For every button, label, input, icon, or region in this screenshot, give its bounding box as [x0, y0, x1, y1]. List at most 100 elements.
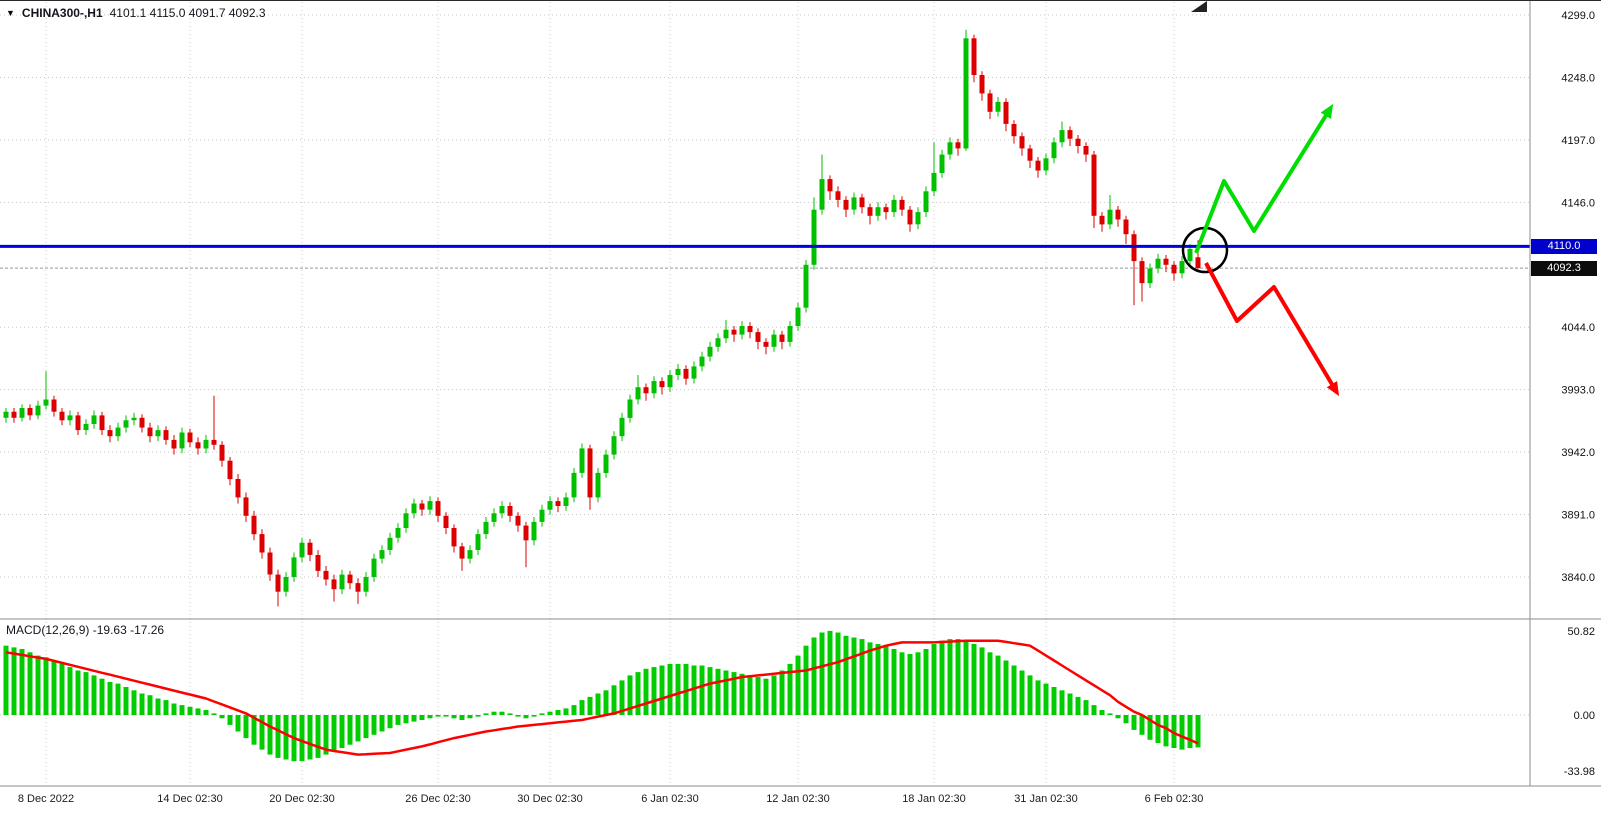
time-axis-label: 6 Feb 02:30: [1145, 793, 1204, 805]
candle-down: [1139, 261, 1145, 284]
candle-up: [1059, 130, 1065, 143]
macd-histogram-bar: [795, 655, 801, 715]
candle-down: [355, 583, 361, 592]
candle-down: [1075, 138, 1081, 146]
candle-up: [1051, 142, 1057, 159]
macd-histogram-bar: [331, 715, 337, 752]
macd-histogram-bar: [675, 663, 681, 715]
candle-up: [1043, 158, 1049, 171]
macd-histogram-bar: [571, 705, 577, 715]
macd-title: MACD(12,26,9): [6, 623, 90, 637]
candle-up: [3, 411, 9, 418]
macd-histogram-bar: [859, 639, 865, 715]
candle-up: [91, 415, 97, 424]
chart-dropdown-icon[interactable]: ▼: [6, 8, 15, 18]
candle-up: [771, 334, 777, 347]
candle-down: [755, 332, 761, 342]
macd-histogram-bar: [43, 657, 49, 716]
candle-down: [731, 329, 737, 335]
macd-histogram-bar: [979, 647, 985, 715]
candle-down: [1091, 154, 1097, 216]
candle-up: [667, 375, 673, 388]
macd-histogram-bar: [1187, 715, 1193, 748]
macd-histogram-bar: [595, 693, 601, 715]
candle-down: [1123, 219, 1129, 235]
candle-down: [219, 444, 225, 461]
macd-histogram-bar: [963, 640, 969, 716]
candle-down: [555, 501, 561, 506]
candle-up: [611, 436, 617, 455]
macd-histogram-bar: [3, 645, 9, 715]
macd-histogram-bar: [539, 713, 545, 715]
candle-up: [723, 329, 729, 339]
macd-histogram-bar: [627, 675, 633, 715]
macd-histogram-bar: [323, 715, 329, 755]
macd-histogram-bar: [851, 637, 857, 715]
macd-histogram-bar: [547, 711, 553, 715]
candle-up: [491, 513, 497, 522]
time-axis-label: 14 Dec 02:30: [157, 793, 222, 805]
candle-down: [51, 399, 57, 412]
candle-up: [123, 420, 129, 428]
macd-histogram-bar: [755, 677, 761, 715]
macd-histogram-bar: [579, 700, 585, 715]
candle-up: [931, 172, 937, 192]
macd-histogram-bar: [11, 647, 17, 715]
candle-up: [371, 558, 377, 577]
macd-histogram-bar: [299, 715, 305, 762]
bearish-arrow-annotation[interactable]: [1204, 262, 1340, 397]
macd-histogram-bar: [499, 711, 505, 715]
candle-up: [1179, 261, 1185, 274]
macd-histogram-bar: [835, 632, 841, 715]
candle-down: [507, 506, 513, 516]
macd-histogram-bar: [59, 663, 65, 715]
macd-histogram-bar: [379, 715, 385, 732]
price-line-badge[interactable]: 4110.0: [1531, 239, 1597, 254]
candle-down: [1067, 130, 1073, 139]
macd-histogram-bar: [987, 652, 993, 715]
candle-down: [515, 515, 521, 526]
macd-histogram-bar: [659, 665, 665, 715]
macd-histogram-bar: [843, 635, 849, 715]
candle-up: [427, 501, 433, 510]
candle-up: [691, 366, 697, 379]
candle-down: [323, 570, 329, 580]
candle-up: [547, 501, 553, 510]
candle-down: [347, 574, 353, 584]
macd-histogram-bar: [1003, 660, 1009, 715]
price-axis-label: 3993.0: [1561, 385, 1595, 397]
candle-down: [195, 442, 201, 449]
macd-histogram-bar: [1035, 680, 1041, 715]
macd-histogram-bar: [459, 715, 465, 720]
macd-histogram-bar: [1091, 705, 1097, 715]
candle-down: [659, 381, 665, 388]
symbol-period-label: CHINA300-,H1: [21, 6, 103, 20]
macd-histogram-bar: [707, 667, 713, 715]
macd-signal-line: [5, 639, 1199, 756]
chart-shift-marker[interactable]: [1191, 1, 1207, 12]
candle-down: [1163, 258, 1169, 265]
macd-histogram-bar: [1195, 715, 1201, 748]
macd-histogram-bar: [803, 645, 809, 715]
candle-up: [539, 509, 545, 522]
candle-down: [523, 525, 529, 541]
macd-histogram-bar: [955, 639, 961, 715]
candle-up: [699, 356, 705, 367]
macd-histogram-bar: [603, 690, 609, 716]
macd-histogram-bar: [875, 644, 881, 715]
macd-histogram-bar: [443, 715, 449, 717]
candle-down: [1019, 136, 1025, 149]
macd-histogram-bar: [91, 675, 97, 715]
candle-down: [1099, 215, 1105, 225]
macd-histogram-bar: [1099, 710, 1105, 715]
candle-up: [339, 574, 345, 590]
bullish-arrow-annotation[interactable]: [1194, 103, 1334, 254]
candle-up: [787, 326, 793, 342]
macd-histogram-bar: [67, 667, 73, 715]
price-axis-label: 4146.0: [1561, 197, 1595, 209]
macd-histogram-bar: [427, 715, 433, 719]
candle-up: [379, 550, 385, 559]
macd-histogram-bar: [203, 710, 209, 715]
macd-histogram-bar: [611, 685, 617, 715]
